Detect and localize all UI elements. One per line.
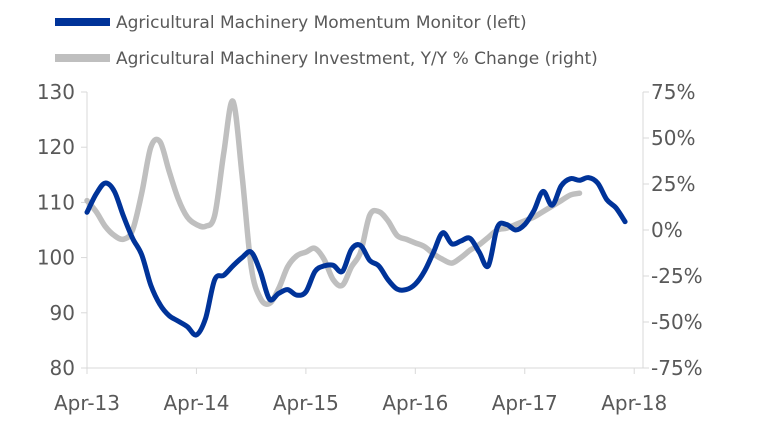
left-tick-label: 110 [37,190,75,214]
x-tick-label: Apr-14 [163,391,229,415]
legend-label-investment: Agricultural Machinery Investment, Y/Y %… [116,49,598,69]
series-line-momentum-monitor [84,175,628,338]
right-axis-ticks: -75% -50% -25% 0% 25% 50% 75% [643,80,703,380]
x-tick-label: Apr-16 [382,391,448,415]
right-tick-label: 50% [651,126,695,150]
right-tick-label: -50% [651,310,703,334]
right-tick-label: -75% [651,356,703,380]
right-tick-label: -25% [651,264,703,288]
left-tick-label: 90 [50,301,75,325]
x-tick-label: Apr-17 [492,391,558,415]
right-tick-label: 25% [651,172,695,196]
left-tick-label: 80 [50,356,75,380]
right-tick-label: 75% [651,80,695,104]
left-tick-label: 130 [37,80,75,104]
x-tick-label: Apr-15 [273,391,339,415]
legend-label-momentum-monitor: Agricultural Machinery Momentum Monitor … [116,13,527,33]
series-layer [84,98,628,338]
left-axis-ticks: 80 90 100 110 120 130 [37,80,87,380]
right-tick-label: 0% [651,218,683,242]
x-axis-ticks: Apr-13 Apr-14 Apr-15 Apr-16 Apr-17 Apr-18 [54,368,667,415]
legend: Agricultural Machinery Momentum Monitor … [55,13,598,69]
x-tick-label: Apr-18 [601,391,667,415]
series-line-investment [84,98,583,307]
left-tick-label: 120 [37,135,75,159]
left-tick-label: 100 [37,246,75,270]
x-tick-label: Apr-13 [54,391,120,415]
